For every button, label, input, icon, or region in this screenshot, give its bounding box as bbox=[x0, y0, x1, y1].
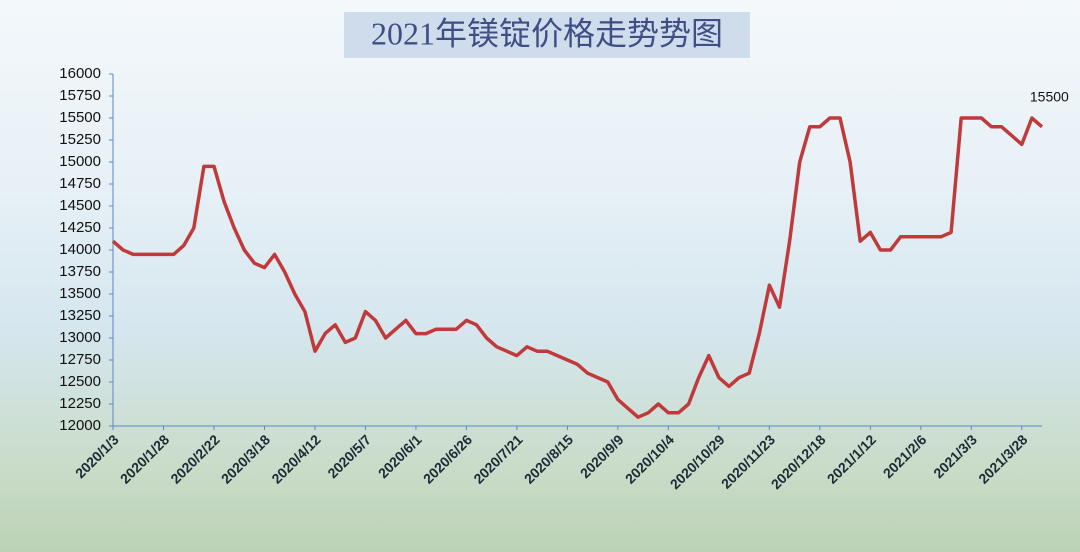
x-tick-label: 2021/1/12 bbox=[824, 431, 880, 487]
y-tick-label: 15500 bbox=[59, 109, 101, 126]
price-line bbox=[111, 116, 1044, 419]
y-tick-label: 16000 bbox=[59, 65, 101, 82]
y-tick-label: 15750 bbox=[59, 87, 101, 104]
x-tick-label: 2021/3/3 bbox=[930, 431, 980, 481]
x-tick-label: 2020/1/3 bbox=[72, 431, 122, 481]
y-tick-label: 14750 bbox=[59, 175, 101, 192]
x-tick-label: 2021/2/6 bbox=[880, 431, 930, 481]
x-tick-label: 2020/6/26 bbox=[420, 431, 476, 487]
y-tick-label: 14000 bbox=[59, 241, 101, 258]
x-tick-label: 2020/1/28 bbox=[117, 431, 173, 487]
x-tick-label: 2020/6/1 bbox=[375, 431, 425, 481]
x-tick-label: 2020/9/9 bbox=[577, 431, 627, 481]
y-tick-label: 12000 bbox=[59, 417, 101, 434]
x-tick-label: 2020/4/12 bbox=[268, 431, 324, 487]
y-tick-label: 13500 bbox=[59, 285, 101, 302]
chart-title: 2021年镁锭价格走势势图 bbox=[371, 15, 723, 51]
x-tick-label: 2020/12/18 bbox=[768, 431, 829, 492]
data-label: 15500 bbox=[1030, 89, 1069, 105]
y-tick-label: 15250 bbox=[59, 131, 101, 148]
x-tick-label: 2020/10/29 bbox=[667, 431, 728, 492]
x-tick-label: 2021/3/28 bbox=[975, 431, 1031, 487]
x-tick-label: 2020/8/15 bbox=[521, 431, 577, 487]
y-tick-label: 12250 bbox=[59, 395, 101, 412]
y-tick-label: 12750 bbox=[59, 351, 101, 368]
y-tick-label: 12500 bbox=[59, 373, 101, 390]
y-tick-label: 13000 bbox=[59, 329, 101, 346]
y-tick-label: 13750 bbox=[59, 263, 101, 280]
x-tick-label: 2020/5/7 bbox=[324, 431, 374, 481]
y-tick-label: 14500 bbox=[59, 197, 101, 214]
title-box bbox=[344, 12, 750, 58]
x-tick-label: 2020/3/18 bbox=[218, 431, 274, 487]
x-tick-label: 2020/7/21 bbox=[470, 431, 526, 487]
x-tick-label: 2020/2/22 bbox=[167, 431, 223, 487]
y-tick-label: 14250 bbox=[59, 219, 101, 236]
y-tick-label: 15000 bbox=[59, 153, 101, 170]
y-tick-label: 13250 bbox=[59, 307, 101, 324]
